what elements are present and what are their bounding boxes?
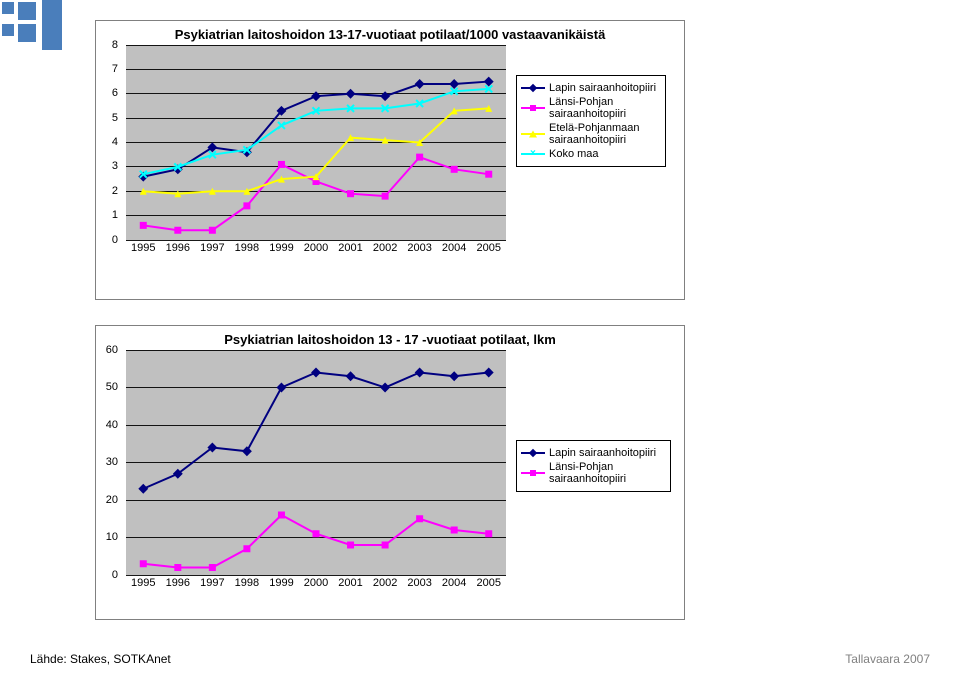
- y-tick-label: 20: [96, 494, 118, 506]
- y-tick-label: 7: [96, 63, 118, 75]
- x-tick-label: 1997: [200, 242, 224, 254]
- y-tick-label: 4: [96, 136, 118, 148]
- x-tick-label: 2003: [407, 242, 431, 254]
- x-tick-label: 1996: [166, 577, 190, 589]
- y-tick-label: 50: [96, 381, 118, 393]
- legend-label: Etelä-Pohjanmaan sairaanhoitopiiri: [549, 122, 661, 146]
- y-tick-label: 10: [96, 531, 118, 543]
- y-tick-label: 8: [96, 39, 118, 51]
- legend-label: Lapin sairaanhoitopiiri: [549, 447, 656, 459]
- y-tick-label: 30: [96, 456, 118, 468]
- legend-item: Länsi-Pohjan sairaanhoitopiiri: [521, 461, 666, 485]
- chart-per-1000: Psykiatrian laitoshoidon 13-17-vuotiaat …: [95, 20, 685, 300]
- x-tick-label: 2002: [373, 577, 397, 589]
- chart2-title: Psykiatrian laitoshoidon 13 - 17 -vuotia…: [96, 326, 684, 350]
- plot-area: [126, 350, 506, 575]
- y-tick-label: 0: [96, 234, 118, 246]
- y-tick-label: 3: [96, 160, 118, 172]
- chart-count: Psykiatrian laitoshoidon 13 - 17 -vuotia…: [95, 325, 685, 620]
- author-label: Tallavaara 2007: [845, 652, 930, 666]
- plot-area: [126, 45, 506, 240]
- x-tick-label: 2004: [442, 242, 466, 254]
- legend-label: Länsi-Pohjan sairaanhoitopiiri: [549, 461, 666, 485]
- x-tick-label: 1995: [131, 242, 155, 254]
- legend-label: Länsi-Pohjan sairaanhoitopiiri: [549, 96, 661, 120]
- legend-item: Etelä-Pohjanmaan sairaanhoitopiiri: [521, 122, 661, 146]
- legend-item: ×Koko maa: [521, 148, 661, 160]
- y-tick-label: 6: [96, 87, 118, 99]
- x-tick-label: 2001: [338, 577, 362, 589]
- legend: Lapin sairaanhoitopiiri Länsi-Pohjan sair…: [516, 75, 666, 168]
- y-tick-label: 0: [96, 569, 118, 581]
- x-tick-label: 2000: [304, 242, 328, 254]
- x-tick-label: 1999: [269, 577, 293, 589]
- x-tick-label: 2001: [338, 242, 362, 254]
- x-tick-label: 2005: [476, 577, 500, 589]
- x-tick-label: 2004: [442, 577, 466, 589]
- legend-item: Länsi-Pohjan sairaanhoitopiiri: [521, 96, 661, 120]
- x-tick-label: 1995: [131, 577, 155, 589]
- y-tick-label: 40: [96, 419, 118, 431]
- x-tick-label: 1996: [166, 242, 190, 254]
- x-tick-label: 1997: [200, 577, 224, 589]
- source-label: Lähde: Stakes, SOTKAnet: [30, 652, 171, 666]
- x-tick-label: 1998: [235, 577, 259, 589]
- legend: Lapin sairaanhoitopiiri Länsi-Pohjan sair…: [516, 440, 671, 492]
- x-tick-label: 2002: [373, 242, 397, 254]
- corner-decorator: [0, 0, 70, 50]
- legend-label: Koko maa: [549, 148, 599, 160]
- legend-label: Lapin sairaanhoitopiiri: [549, 82, 656, 94]
- x-tick-label: 1999: [269, 242, 293, 254]
- chart1-title: Psykiatrian laitoshoidon 13-17-vuotiaat …: [96, 21, 684, 45]
- x-tick-label: 2000: [304, 577, 328, 589]
- x-tick-label: 2003: [407, 577, 431, 589]
- y-tick-label: 60: [96, 344, 118, 356]
- x-tick-label: 2005: [476, 242, 500, 254]
- y-tick-label: 2: [96, 185, 118, 197]
- legend-item: Lapin sairaanhoitopiiri: [521, 447, 666, 459]
- legend-item: Lapin sairaanhoitopiiri: [521, 82, 661, 94]
- x-tick-label: 1998: [235, 242, 259, 254]
- y-tick-label: 1: [96, 209, 118, 221]
- y-tick-label: 5: [96, 112, 118, 124]
